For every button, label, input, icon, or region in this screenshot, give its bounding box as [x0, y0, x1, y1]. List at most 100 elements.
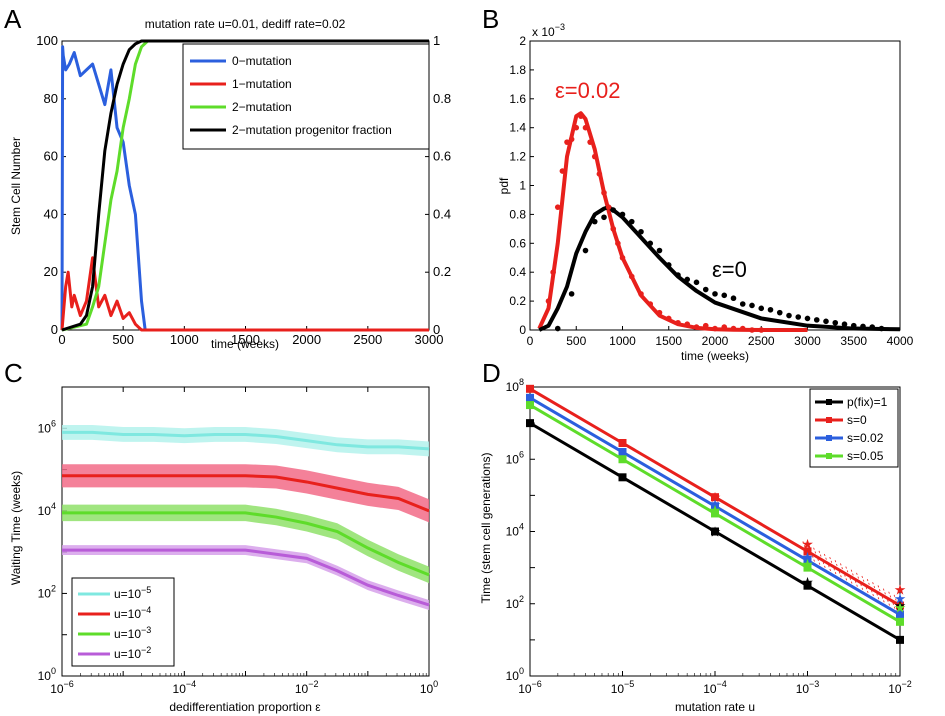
sim-point	[628, 273, 635, 280]
panel-d-series: ★★★★★★★★★★★★	[526, 384, 907, 644]
theory-marker	[618, 448, 627, 457]
sim-star: ★	[709, 496, 722, 512]
y-tick-label: 100	[36, 33, 58, 48]
sim-point	[684, 276, 691, 283]
y-tick-label: 102	[506, 594, 524, 611]
theory-marker	[896, 601, 904, 610]
theory-marker	[896, 635, 904, 644]
sim-point	[767, 306, 774, 313]
sim-point	[610, 207, 617, 213]
y-tick-label: 1.8	[509, 63, 526, 77]
y2-tick-label: 0.2	[433, 264, 451, 279]
x-tick-label: 100	[420, 679, 438, 696]
sim-point	[554, 325, 561, 332]
sim-point	[665, 262, 672, 268]
sim-point	[596, 171, 603, 177]
x-tick-label: 10−2	[888, 679, 912, 696]
sim-point	[568, 136, 575, 143]
series-line-0-mutation	[60, 45, 429, 332]
y-tick-label: 106	[506, 449, 524, 466]
panel-d-legend: p(fix)=1 s=0 s=0.02 s=0.05	[809, 388, 899, 468]
legend-label-pfix: p(fix)=1	[847, 395, 888, 409]
sim-point	[841, 321, 848, 328]
theory-marker	[526, 401, 534, 410]
x-tick-label: 500	[566, 334, 586, 348]
panel-b-yscale: x 10−3	[532, 22, 565, 39]
sim-point	[860, 323, 866, 330]
y-tick-label: 104	[506, 522, 524, 539]
sim-point	[573, 124, 580, 131]
x-tick-label: 0	[58, 332, 65, 347]
y2-tick-label: 0.4	[433, 206, 451, 221]
sim-point	[601, 189, 607, 196]
sim-point	[647, 240, 654, 247]
sim-point	[545, 298, 552, 304]
y-tick-label: 0	[519, 323, 526, 337]
sim-point	[702, 322, 709, 329]
sim-point	[656, 309, 663, 316]
theory-marker	[711, 527, 719, 536]
legend-label-u4: u=10−4	[114, 605, 151, 621]
sim-star: ★	[709, 489, 722, 505]
panel-d-xlabel: mutation rate u	[675, 700, 755, 714]
series-line	[62, 548, 430, 607]
sim-point	[619, 254, 626, 261]
theory-marker	[803, 581, 812, 590]
sim-point	[550, 269, 556, 276]
theory-marker	[896, 610, 904, 619]
x-tick-label: 3000	[415, 332, 444, 347]
legend-label-0-mutation: 0−mutation	[232, 54, 292, 68]
theory-marker	[526, 419, 534, 428]
theory-marker	[618, 438, 627, 447]
sim-point	[559, 168, 566, 174]
theory-marker	[803, 563, 812, 572]
x-tick-label: 0	[527, 334, 534, 348]
sim-point	[850, 322, 857, 329]
sim-star: ★	[709, 502, 722, 518]
panel-b-series	[537, 111, 901, 333]
theory-marker	[618, 473, 627, 482]
y2-tick-label: 0.6	[433, 149, 451, 164]
x-tick-label: 1000	[609, 334, 636, 348]
panel-d-label: D	[482, 358, 501, 388]
sim-point	[712, 291, 718, 297]
y-tick-label: 1.6	[509, 92, 526, 106]
x-tick-label: 10−3	[796, 679, 820, 696]
y-tick-label: 0.6	[509, 236, 526, 250]
x-tick-label: 10−6	[50, 679, 74, 696]
panel-a-series	[60, 39, 429, 332]
legend-label-s0: s=0	[847, 413, 867, 427]
series-line	[62, 511, 430, 577]
sim-star: ★	[894, 599, 907, 615]
x-tick-label: 1000	[170, 332, 199, 347]
sim-point	[758, 305, 765, 312]
sim-point	[693, 279, 700, 286]
theory-marker	[711, 509, 719, 518]
sim-point	[730, 295, 737, 302]
sim-point	[749, 302, 755, 309]
sim-point	[721, 292, 728, 299]
sim-point	[675, 272, 681, 278]
y-tick-label: 108	[506, 377, 524, 394]
confidence-band	[62, 424, 429, 457]
legend-marker-s005	[826, 453, 832, 459]
sim-point	[568, 291, 575, 297]
sim-point	[739, 301, 746, 307]
theory-marker	[803, 556, 812, 565]
sim-point	[823, 318, 829, 325]
sim-point	[615, 240, 621, 247]
panel-b-x-ticks: 0 500 1000 1500 2000 2500 3000 3500 4000	[527, 326, 914, 348]
sim-star: ★	[894, 581, 907, 597]
sim-star: ★	[894, 590, 907, 606]
panel-c: C 10−6 10−4 10−2 100 100 102 104 106 dediffere…	[4, 358, 438, 714]
panel-a-legend: 0−mutation 1−mutation 2−mutation 2−mutat…	[182, 43, 430, 150]
sim-star: ★	[801, 574, 814, 590]
y-tick-label: 0.4	[509, 265, 526, 279]
sim-star: ★	[801, 549, 814, 565]
panel-b-y-ticks: 0 0.2 0.4 0.6 0.8 1 1.2 1.4 1.6 1.8 2	[509, 34, 534, 337]
x-tick-label: 4000	[887, 334, 914, 348]
legend-label-2-mutation: 2−mutation	[232, 100, 292, 114]
sim-point	[619, 211, 626, 218]
confidence-band	[62, 464, 429, 523]
